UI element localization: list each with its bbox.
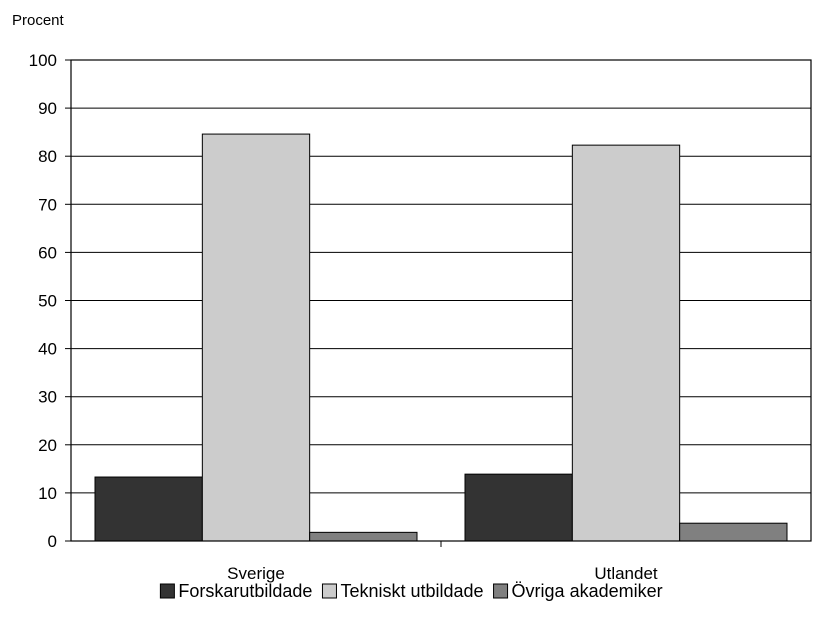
bar-tekniskt-utbildade-sverige	[201, 133, 311, 542]
legend-label: Tekniskt utbildade	[340, 581, 483, 601]
x-category-label: Utlandet	[594, 564, 658, 583]
y-tick-label: 20	[38, 436, 57, 455]
bar-tekniskt-utbildade-utlandet	[571, 144, 681, 542]
x-axis-labels: Sverige Utlandet	[227, 541, 658, 583]
x-category-label: Sverige	[227, 564, 285, 583]
bar--vriga-akademiker-sverige	[309, 531, 418, 542]
y-tick-label: 0	[48, 532, 57, 551]
gridlines	[71, 107, 811, 494]
y-tick-label: 30	[38, 388, 57, 407]
y-tick-label: 70	[38, 195, 57, 214]
legend-swatch	[321, 583, 337, 599]
bar-forskarutbildade-sverige	[94, 476, 203, 542]
legend-label: Forskarutbildade	[178, 581, 312, 601]
bar-forskarutbildade-utlandet	[464, 473, 573, 542]
legend: Forskarutbildade Tekniskt utbildade Övriga…	[159, 581, 663, 601]
y-tick-label: 40	[38, 340, 57, 359]
y-tick-label: 100	[29, 51, 57, 70]
y-tick-label: 90	[38, 99, 57, 118]
y-axis-unit-label: Procent	[12, 12, 65, 29]
y-tick-label: 60	[38, 243, 57, 262]
y-tick-label: 80	[38, 147, 57, 166]
y-tick-label: 50	[38, 292, 57, 311]
legend-swatch	[493, 583, 509, 599]
legend-swatch	[159, 583, 175, 599]
legend-label: Övriga akademiker	[512, 581, 663, 601]
y-tick-label: 10	[38, 484, 57, 503]
bar--vriga-akademiker-utlandet	[679, 522, 788, 542]
bars	[94, 133, 788, 542]
y-axis-ticks: 0 10 20 30 40 50 60 70 80 90 100	[29, 51, 71, 551]
